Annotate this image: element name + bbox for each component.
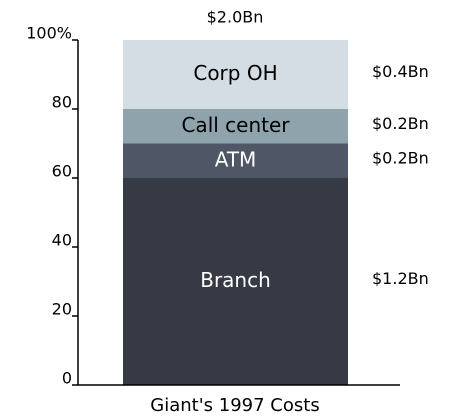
y-tick-label: 40 <box>52 231 72 250</box>
bar-segment <box>123 178 348 385</box>
bar-segment <box>123 40 348 109</box>
bar-segment <box>123 109 348 144</box>
y-tick-label: 80 <box>52 93 72 112</box>
y-tick-label: 20 <box>52 300 72 319</box>
value-label: $0.4Bn <box>372 62 429 81</box>
bar-segment <box>123 143 348 178</box>
segment-label: Call center <box>181 113 290 137</box>
y-tick-label: 0 <box>62 369 72 388</box>
y-tick-label: 100% <box>26 24 72 43</box>
value-label: $0.2Bn <box>372 114 429 133</box>
segment-label: ATM <box>215 147 257 171</box>
category-label: Giant's 1997 Costs <box>150 395 319 416</box>
segment-label: Corp OH <box>193 61 277 85</box>
y-tick-label: 60 <box>52 162 72 181</box>
value-label: $0.2Bn <box>372 148 429 167</box>
total-label: $2.0Bn <box>207 8 264 27</box>
value-label: $1.2Bn <box>372 269 429 288</box>
segment-label: Branch <box>200 268 271 292</box>
